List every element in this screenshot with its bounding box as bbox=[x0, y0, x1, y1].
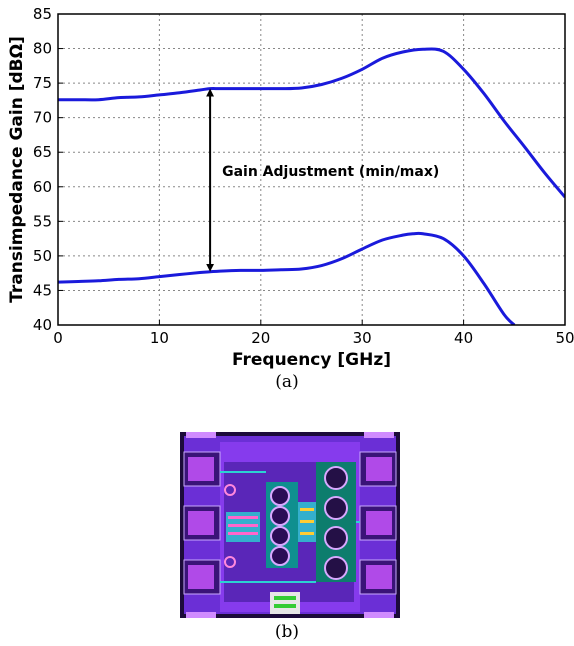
y-tick-label: 65 bbox=[33, 143, 52, 161]
x-tick-label: 50 bbox=[555, 329, 574, 347]
x-tick-label: 20 bbox=[251, 329, 270, 347]
chip-layout-image bbox=[180, 432, 400, 618]
x-tick-label: 40 bbox=[454, 329, 473, 347]
y-axis-label: Transimpedance Gain [dBΩ] bbox=[7, 36, 27, 303]
gain-adjustment-annotation: Gain Adjustment (min/max) bbox=[206, 88, 439, 272]
y-tick-label: 85 bbox=[33, 5, 52, 23]
x-tick-label: 0 bbox=[53, 329, 63, 347]
caption-b: (b) bbox=[274, 622, 300, 642]
x-tick-label: 10 bbox=[150, 329, 169, 347]
max-gain-line bbox=[58, 47, 565, 199]
y-tick-label: 40 bbox=[33, 316, 52, 334]
x-tick-label: 30 bbox=[353, 329, 372, 347]
plot-frame bbox=[57, 13, 566, 326]
gain-chart: 0 10 20 30 40 50 40 45 50 55 60 65 70 75 80 85 Gain Adj… bbox=[7, 5, 574, 370]
min-gain-line bbox=[58, 231, 516, 325]
chart-grid bbox=[58, 14, 565, 325]
caption-a: (a) bbox=[275, 372, 299, 392]
gain-adjustment-label: Gain Adjustment (min/max) bbox=[222, 164, 439, 180]
y-tick-label: 50 bbox=[33, 247, 52, 265]
y-tick-label: 80 bbox=[33, 40, 52, 58]
y-tick-label: 55 bbox=[33, 212, 52, 230]
chart-series bbox=[58, 47, 565, 325]
y-tick-label: 45 bbox=[33, 281, 52, 299]
y-tick-label: 60 bbox=[33, 178, 52, 196]
y-tick-label: 70 bbox=[33, 109, 52, 127]
y-tick-label: 75 bbox=[33, 74, 52, 92]
chart-ticks: 0 10 20 30 40 50 40 45 50 55 60 65 70 75 80 85 bbox=[33, 5, 574, 347]
x-axis-label: Frequency [GHz] bbox=[232, 350, 391, 370]
